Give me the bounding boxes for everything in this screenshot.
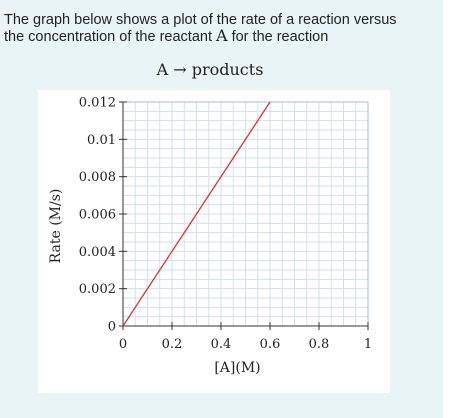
- x-tick-label: 0: [119, 337, 127, 352]
- question-line-1: The graph below shows a plot of the rate…: [4, 12, 397, 28]
- x-tick-label: 1: [364, 337, 372, 352]
- y-tick-label: 0: [108, 320, 116, 335]
- x-axis-title: [A](M): [214, 360, 260, 376]
- question-line-2-post: for the reaction: [227, 29, 329, 45]
- y-tick-label: 0.002: [79, 282, 116, 297]
- y-tick-label: 0.004: [79, 245, 116, 260]
- reaction-equation: A → products: [156, 60, 264, 79]
- y-tick-label: 0.008: [79, 170, 116, 185]
- y-tick-label: 0.006: [79, 208, 116, 223]
- rate-line: [122, 101, 271, 327]
- y-axis-title: Rate (M/s): [48, 189, 64, 264]
- question-panel: The graph below shows a plot of the rate…: [0, 0, 443, 418]
- reactant-symbol: A: [216, 26, 228, 45]
- y-tick-label: 0.01: [87, 133, 116, 148]
- question-text: The graph below shows a plot of the rate…: [4, 12, 434, 45]
- x-tick-label: 0.8: [309, 337, 330, 352]
- y-tick-label: 0.012: [79, 96, 116, 111]
- chart-container: 0 0.2 0.4 0.6 0.8 1 0 0.002 0.004 0.006 0.008 0.01 0…: [38, 90, 390, 393]
- question-line-2-pre: the concentration of the reactant: [4, 29, 216, 45]
- rate-vs-concentration-chart: 0 0.2 0.4 0.6 0.8 1 0 0.002 0.004 0.006 0.008 0.01 0…: [48, 96, 372, 377]
- x-tick-label: 0.6: [260, 337, 281, 352]
- x-tick-label: 0.4: [211, 337, 232, 352]
- x-tick-label: 0.2: [162, 337, 183, 352]
